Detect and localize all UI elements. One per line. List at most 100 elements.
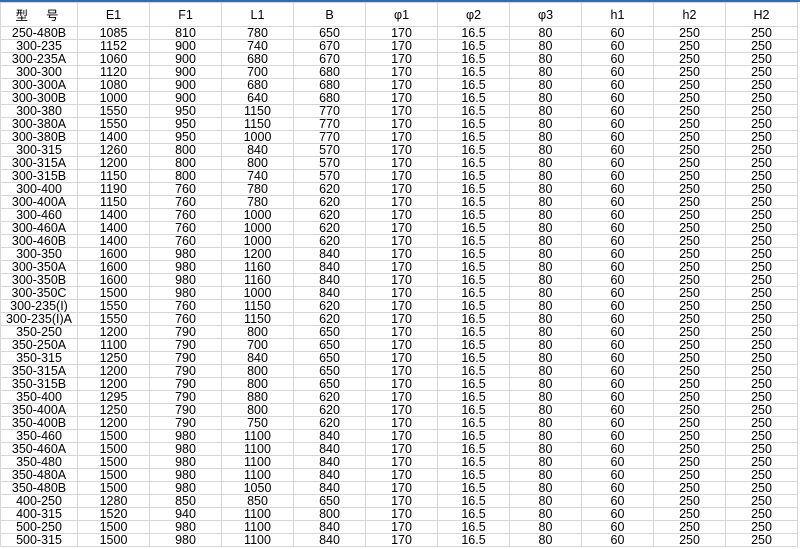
table-row: 300-400A 1150 760 780 620 170 16.5 80 60 250 250 (0, 195, 798, 209)
table-cell: 980 (149, 481, 222, 495)
table-cell: 700 (221, 65, 294, 79)
table-cell: 250 (653, 117, 726, 131)
table-cell: 60 (581, 416, 654, 430)
table-cell: 60 (581, 520, 654, 534)
table-cell: 80 (509, 520, 582, 534)
table-cell: 1000 (77, 91, 150, 105)
table-cell: 60 (581, 247, 654, 261)
table-cell: 170 (365, 26, 438, 40)
table-cell: 250 (725, 91, 798, 105)
column-header: L1 (221, 2, 294, 27)
table-cell: 80 (509, 156, 582, 170)
table-cell: 250 (725, 312, 798, 326)
table-cell: 840 (293, 468, 366, 482)
table-cell: 16.5 (437, 52, 510, 66)
table-row: 400-315 1520 940 1100 800 170 16.5 80 60 250 250 (0, 507, 798, 521)
table-row: 350-250 1200 790 800 650 170 16.5 80 60 250 250 (0, 325, 798, 339)
model-cell: 350-400A (0, 403, 78, 417)
table-cell: 700 (221, 338, 294, 352)
table-cell: 250 (653, 520, 726, 534)
table-cell: 250 (653, 351, 726, 365)
table-cell: 1500 (77, 468, 150, 482)
table-row: 400-250 1280 850 850 650 170 16.5 80 60 250 250 (0, 494, 798, 508)
model-cell: 300-300 (0, 65, 78, 79)
table-cell: 60 (581, 156, 654, 170)
table-cell: 16.5 (437, 234, 510, 248)
table-cell: 250 (725, 468, 798, 482)
table-cell: 80 (509, 143, 582, 157)
table-cell: 1250 (77, 351, 150, 365)
table-cell: 250 (725, 78, 798, 92)
table-cell: 16.5 (437, 533, 510, 547)
model-cell: 350-250A (0, 338, 78, 352)
table-cell: 60 (581, 78, 654, 92)
table-cell: 80 (509, 299, 582, 313)
table-cell: 170 (365, 78, 438, 92)
column-header: H2 (725, 2, 798, 27)
table-row: 300-235 1152 900 740 670 170 16.5 80 60 250 250 (0, 39, 798, 53)
model-cell: 300-350A (0, 260, 78, 274)
table-cell: 620 (293, 403, 366, 417)
table-cell: 16.5 (437, 39, 510, 53)
table-cell: 1295 (77, 390, 150, 404)
model-cell: 300-400A (0, 195, 78, 209)
table-cell: 620 (293, 182, 366, 196)
table-cell: 250 (653, 260, 726, 274)
table-cell: 250 (653, 169, 726, 183)
column-header: φ1 (365, 2, 438, 27)
table-cell: 60 (581, 260, 654, 274)
table-cell: 770 (293, 104, 366, 118)
table-cell: 80 (509, 429, 582, 443)
table-cell: 60 (581, 403, 654, 417)
table-cell: 780 (221, 182, 294, 196)
table-cell: 170 (365, 117, 438, 131)
table-cell: 950 (149, 117, 222, 131)
table-cell: 60 (581, 507, 654, 521)
table-cell: 80 (509, 26, 582, 40)
table-cell: 250 (725, 416, 798, 430)
table-cell: 170 (365, 377, 438, 391)
table-cell: 16.5 (437, 182, 510, 196)
table-cell: 170 (365, 234, 438, 248)
table-cell: 170 (365, 416, 438, 430)
table-row: 350-315 1250 790 840 650 170 16.5 80 60 250 250 (0, 351, 798, 365)
table-row: 350-400 1295 790 880 620 170 16.5 80 60 250 250 (0, 390, 798, 404)
table-cell: 980 (149, 533, 222, 547)
column-header: h2 (653, 2, 726, 27)
table-cell: 1600 (77, 260, 150, 274)
table-cell: 790 (149, 338, 222, 352)
table-cell: 840 (221, 143, 294, 157)
table-cell: 60 (581, 104, 654, 118)
table-cell: 170 (365, 273, 438, 287)
table-cell: 1100 (77, 338, 150, 352)
table-cell: 80 (509, 533, 582, 547)
table-cell: 620 (293, 390, 366, 404)
table-cell: 250 (725, 377, 798, 391)
table-cell: 1400 (77, 130, 150, 144)
table-cell: 250 (725, 286, 798, 300)
table-cell: 1250 (77, 403, 150, 417)
table-cell: 16.5 (437, 221, 510, 235)
table-cell: 16.5 (437, 169, 510, 183)
table-cell: 1500 (77, 520, 150, 534)
table-cell: 16.5 (437, 260, 510, 274)
model-cell: 300-380A (0, 117, 78, 131)
column-header: φ3 (509, 2, 582, 27)
table-cell: 760 (149, 182, 222, 196)
model-cell: 300-235 (0, 39, 78, 53)
table-cell: 250 (653, 403, 726, 417)
table-cell: 650 (293, 494, 366, 508)
table-cell: 60 (581, 143, 654, 157)
table-cell: 60 (581, 65, 654, 79)
table-cell: 1500 (77, 442, 150, 456)
table-cell: 170 (365, 390, 438, 404)
table-cell: 1000 (221, 208, 294, 222)
table-cell: 250 (653, 325, 726, 339)
table-cell: 80 (509, 507, 582, 521)
table-row: 300-380A 1550 950 1150 770 170 16.5 80 60 250 250 (0, 117, 798, 131)
table-cell: 170 (365, 169, 438, 183)
table-row: 300-350C 1500 980 1000 840 170 16.5 80 60 250 250 (0, 286, 798, 300)
table-cell: 980 (149, 247, 222, 261)
table-cell: 250 (653, 481, 726, 495)
model-cell: 300-350 (0, 247, 78, 261)
